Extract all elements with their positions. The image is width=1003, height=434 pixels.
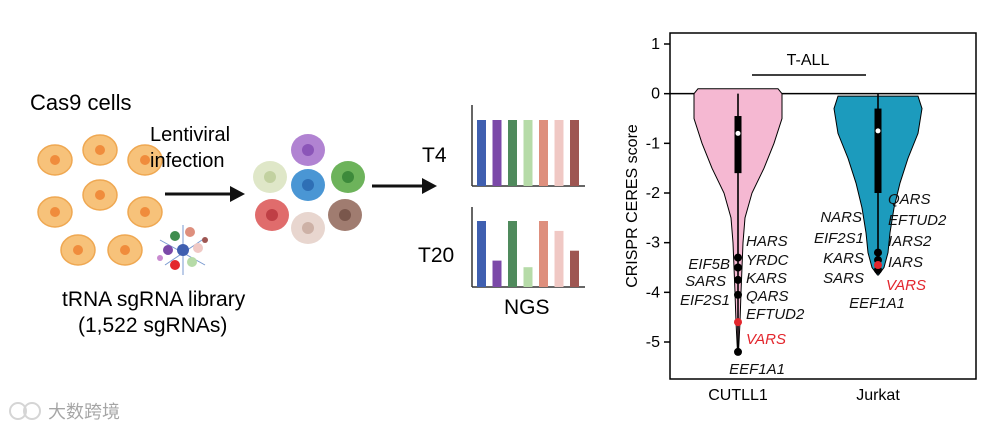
gene-label-bottom: EEF1A1 bbox=[849, 295, 905, 312]
t20-bar-5 bbox=[539, 221, 548, 287]
y-tick-label: 0 bbox=[651, 86, 660, 103]
gene-label: NARS bbox=[820, 209, 862, 226]
t20-bar-7 bbox=[570, 250, 579, 287]
median-point-cutll1 bbox=[735, 130, 741, 136]
gene-label: QARS bbox=[746, 288, 789, 305]
gene-label: IARS2 bbox=[888, 233, 932, 250]
y-tick-label: 1 bbox=[651, 36, 660, 53]
readout-label: NGS bbox=[504, 296, 550, 319]
y-axis-label: CRISPR CERES score bbox=[624, 124, 641, 288]
t20-bar-1 bbox=[477, 221, 486, 287]
arrow-label-line2: infection bbox=[150, 150, 225, 172]
gene-point bbox=[734, 263, 742, 272]
arrow-label-line1: Lentiviral bbox=[150, 124, 230, 146]
library-label-line2: (1,522 sgRNAs) bbox=[78, 314, 227, 337]
y-tick-label: -3 bbox=[646, 235, 660, 252]
gene-label-highlight: VARS bbox=[886, 277, 926, 294]
plot-frame bbox=[669, 32, 977, 380]
y-tick-label: -4 bbox=[646, 284, 660, 301]
gene-label: SARS bbox=[823, 270, 864, 287]
gene-label: HARS bbox=[746, 233, 788, 250]
gene-point bbox=[874, 248, 882, 257]
gene-label: KARS bbox=[823, 250, 864, 267]
highlight-point-vars bbox=[734, 318, 742, 327]
cas9-cells-cluster bbox=[37, 134, 163, 266]
gene-label: QARS bbox=[888, 191, 931, 208]
t4-bar-4 bbox=[523, 120, 533, 186]
watermark: 大数跨境 bbox=[9, 402, 120, 422]
sequencing-arrow-icon bbox=[372, 178, 437, 194]
infected-cells-cluster bbox=[253, 134, 365, 244]
median-point-jurkat bbox=[875, 128, 881, 134]
t4-bar-7 bbox=[570, 120, 579, 186]
chart-title: T-ALL bbox=[787, 52, 830, 69]
gene-point bbox=[734, 275, 742, 284]
gene-point bbox=[734, 290, 742, 299]
gene-point bbox=[734, 347, 742, 356]
t20-bar-3 bbox=[508, 221, 517, 287]
y-tick-label: -2 bbox=[646, 185, 660, 202]
gene-label-bottom: EEF1A1 bbox=[729, 361, 785, 378]
y-tick-label: -1 bbox=[646, 135, 660, 152]
gene-label: YRDC bbox=[746, 252, 789, 269]
timepoint-label-t4: T4 bbox=[422, 144, 447, 167]
timepoint-label-t20: T20 bbox=[418, 244, 454, 267]
t4-bar-1 bbox=[477, 120, 486, 186]
gene-label: IARS bbox=[888, 254, 923, 271]
t20-bar-6 bbox=[554, 230, 564, 287]
gene-point bbox=[734, 253, 742, 262]
gene-label: EIF5B bbox=[688, 256, 730, 273]
y-tick-label: -5 bbox=[646, 334, 660, 351]
highlight-point-vars bbox=[874, 261, 882, 270]
sgrna-library-icon bbox=[157, 225, 208, 275]
gene-label-highlight: VARS bbox=[746, 331, 786, 348]
t4-bar-5 bbox=[539, 120, 548, 186]
t20-bar-4 bbox=[523, 267, 533, 287]
t4-bar-3 bbox=[508, 120, 517, 186]
watermark-logo-icon bbox=[9, 402, 27, 420]
cells-label: Cas9 cells bbox=[30, 90, 131, 115]
gene-label: EFTUD2 bbox=[746, 306, 805, 323]
iqr-box-cutll1 bbox=[734, 116, 742, 174]
iqr-box-jurkat bbox=[874, 108, 882, 193]
t20-bar-2 bbox=[492, 260, 502, 287]
t4-bar-6 bbox=[554, 120, 564, 186]
watermark-text: 大数跨境 bbox=[48, 402, 120, 422]
gene-label: EIF2S1 bbox=[680, 292, 730, 309]
x-tick-jurkat: Jurkat bbox=[856, 387, 900, 404]
gene-label: KARS bbox=[746, 270, 787, 287]
t4-bar-2 bbox=[492, 120, 502, 186]
infection-arrow-icon bbox=[165, 186, 245, 202]
violin-chart: 1 0 -1 -2 -3 -4 -5 CRISPR CERES score T-ALL EI… bbox=[624, 32, 977, 404]
x-tick-cutll1: CUTLL1 bbox=[708, 387, 768, 404]
gene-label: EIF2S1 bbox=[814, 230, 864, 247]
gene-label: EFTUD2 bbox=[888, 212, 947, 229]
gene-label: SARS bbox=[685, 273, 726, 290]
library-label-line1: tRNA sgRNA library bbox=[62, 288, 246, 311]
